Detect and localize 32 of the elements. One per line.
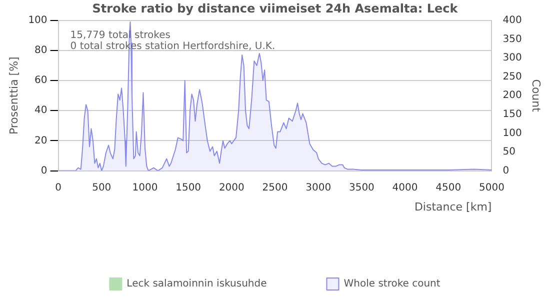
y2-tick-label: 100 xyxy=(502,128,522,139)
y2-tick-label: 300 xyxy=(502,52,522,64)
y2-tick-label: 250 xyxy=(502,71,522,82)
y2-tick-label: 150 xyxy=(502,108,522,120)
y2-tick-label: 50 xyxy=(502,146,516,158)
x-tick-label: 1500 xyxy=(176,182,202,194)
x-axis-title: Distance [km] xyxy=(414,200,492,214)
x-tick-label: 2000 xyxy=(218,182,244,194)
y2-tick-label: 200 xyxy=(502,90,522,102)
y2-tick-label: 400 xyxy=(502,14,522,26)
y-tick-label: 60 xyxy=(34,75,48,86)
y2-tick-label: 350 xyxy=(502,34,522,45)
x-tick-label: 4500 xyxy=(436,182,462,194)
x-tick-label: 500 xyxy=(92,182,112,194)
chart-title: Stroke ratio by distance viimeiset 24h Asemalta: Leck xyxy=(92,1,459,16)
y-axis-title: Prosenttia [%] xyxy=(7,56,20,135)
x-tick-label: 0 xyxy=(55,182,62,194)
legend-label: Whole stroke count xyxy=(344,278,440,290)
y2-tick-label: 0 xyxy=(502,165,510,176)
y-tick-label: 20 xyxy=(34,135,48,146)
x-tick-label: 3500 xyxy=(348,182,374,194)
y-tick-label: 0 xyxy=(40,165,48,176)
x-tick-label: 4000 xyxy=(392,182,418,194)
y2-axis-title: Count xyxy=(530,79,543,113)
y-tick-label: 40 xyxy=(34,105,48,116)
y-tick-label: 80 xyxy=(34,45,48,56)
legend-label: Leck salamoinnin iskusuhde xyxy=(126,278,267,290)
y-tick-label: 100 xyxy=(28,14,48,26)
x-tick-label: 5000 xyxy=(478,182,504,194)
x-tick-label: 1000 xyxy=(132,182,158,194)
x-tick-label: 2500 xyxy=(262,182,288,194)
x-tick-label: 3000 xyxy=(306,182,332,194)
